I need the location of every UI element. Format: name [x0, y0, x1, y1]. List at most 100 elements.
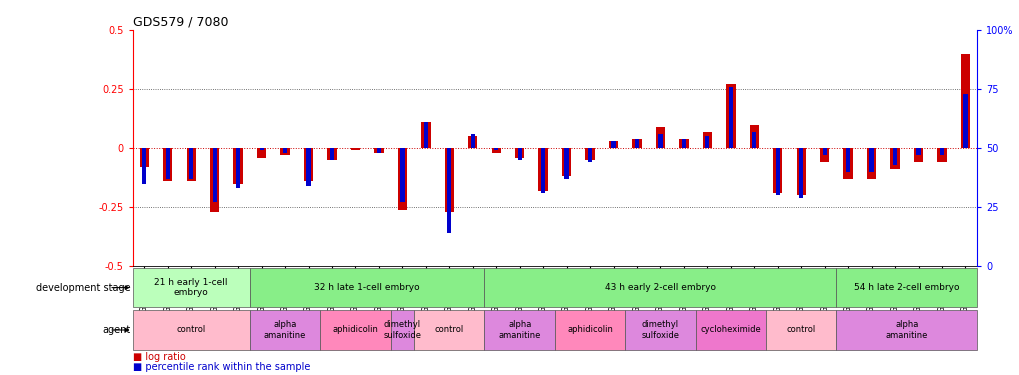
Bar — [765, 310, 836, 350]
Bar — [679, 139, 688, 148]
Bar — [655, 127, 664, 148]
Bar — [233, 148, 243, 184]
Bar — [625, 310, 695, 350]
Bar — [608, 141, 618, 148]
Bar — [390, 310, 414, 350]
Bar — [564, 148, 569, 179]
Text: alpha
amanitine: alpha amanitine — [884, 320, 927, 340]
Bar — [515, 148, 524, 158]
Text: alpha
amanitine: alpha amanitine — [498, 320, 540, 340]
Bar — [212, 148, 217, 202]
Bar — [796, 148, 805, 195]
Bar — [470, 134, 475, 148]
Bar — [960, 54, 969, 148]
Bar — [327, 148, 336, 160]
Bar — [423, 122, 428, 148]
Bar — [163, 148, 172, 181]
Bar — [726, 84, 735, 148]
Bar — [142, 148, 147, 184]
Bar — [845, 148, 850, 172]
Text: ■ percentile rank within the sample: ■ percentile rank within the sample — [132, 363, 310, 372]
Bar — [484, 268, 836, 308]
Text: dimethyl
sulfoxide: dimethyl sulfoxide — [383, 320, 421, 340]
Bar — [329, 148, 334, 160]
Bar — [819, 148, 828, 162]
Bar — [414, 310, 484, 350]
Bar — [132, 310, 250, 350]
Bar — [468, 136, 477, 148]
Bar — [282, 148, 287, 153]
Text: 54 h late 2-cell embryo: 54 h late 2-cell embryo — [853, 283, 959, 292]
Bar — [868, 148, 873, 172]
Bar — [554, 310, 625, 350]
Bar — [702, 132, 711, 148]
Bar — [561, 148, 571, 177]
Bar — [446, 148, 451, 233]
Text: agent: agent — [102, 325, 130, 335]
Bar — [866, 148, 875, 179]
Bar — [517, 148, 522, 160]
Bar — [484, 310, 554, 350]
Bar — [587, 148, 592, 162]
Bar — [657, 134, 662, 148]
Bar — [728, 87, 733, 148]
Text: alpha
amanitine: alpha amanitine — [264, 320, 306, 340]
Bar — [304, 148, 313, 181]
Text: 43 h early 2-cell embryo: 43 h early 2-cell embryo — [604, 283, 715, 292]
Bar — [280, 148, 289, 155]
Bar — [681, 139, 686, 148]
Bar — [695, 310, 765, 350]
Bar — [585, 148, 594, 160]
Bar — [836, 268, 976, 308]
Text: development stage: development stage — [36, 283, 130, 292]
Bar — [376, 148, 381, 153]
Text: control: control — [176, 326, 206, 334]
Bar — [257, 148, 266, 158]
Bar — [774, 148, 780, 195]
Text: GDS579 / 7080: GDS579 / 7080 — [132, 16, 228, 29]
Bar — [189, 148, 194, 179]
Bar — [444, 148, 453, 212]
Bar — [186, 148, 196, 181]
Text: control: control — [434, 326, 464, 334]
Bar — [374, 148, 383, 153]
Bar — [306, 148, 311, 186]
Bar — [632, 139, 641, 148]
Bar — [938, 148, 944, 155]
Bar — [821, 148, 826, 155]
Text: aphidicolin: aphidicolin — [332, 326, 378, 334]
Bar — [936, 148, 946, 162]
Bar — [250, 310, 320, 350]
Bar — [140, 148, 149, 167]
Text: aphidicolin: aphidicolin — [567, 326, 612, 334]
Bar — [772, 148, 782, 193]
Bar — [132, 268, 250, 308]
Bar — [165, 148, 170, 179]
Bar — [320, 310, 390, 350]
Bar — [892, 148, 897, 165]
Bar — [798, 148, 803, 198]
Bar — [634, 139, 639, 148]
Bar — [493, 148, 498, 150]
Text: control: control — [786, 326, 815, 334]
Bar — [259, 148, 264, 150]
Bar — [538, 148, 547, 190]
Bar — [751, 132, 756, 148]
Bar — [915, 148, 920, 155]
Bar — [704, 136, 709, 148]
Bar — [250, 268, 484, 308]
Bar — [421, 122, 430, 148]
Bar — [491, 148, 500, 153]
Bar — [843, 148, 852, 179]
Text: cycloheximide: cycloheximide — [700, 326, 760, 334]
Text: 21 h early 1-cell
embryо: 21 h early 1-cell embryо — [154, 278, 228, 297]
Text: ■ log ratio: ■ log ratio — [132, 352, 185, 362]
Bar — [962, 94, 967, 148]
Bar — [351, 148, 360, 150]
Bar — [913, 148, 922, 162]
Text: 32 h late 1-cell embryo: 32 h late 1-cell embryo — [314, 283, 420, 292]
Bar — [749, 124, 758, 148]
Bar — [397, 148, 407, 210]
Bar — [610, 141, 615, 148]
Bar — [235, 148, 240, 188]
